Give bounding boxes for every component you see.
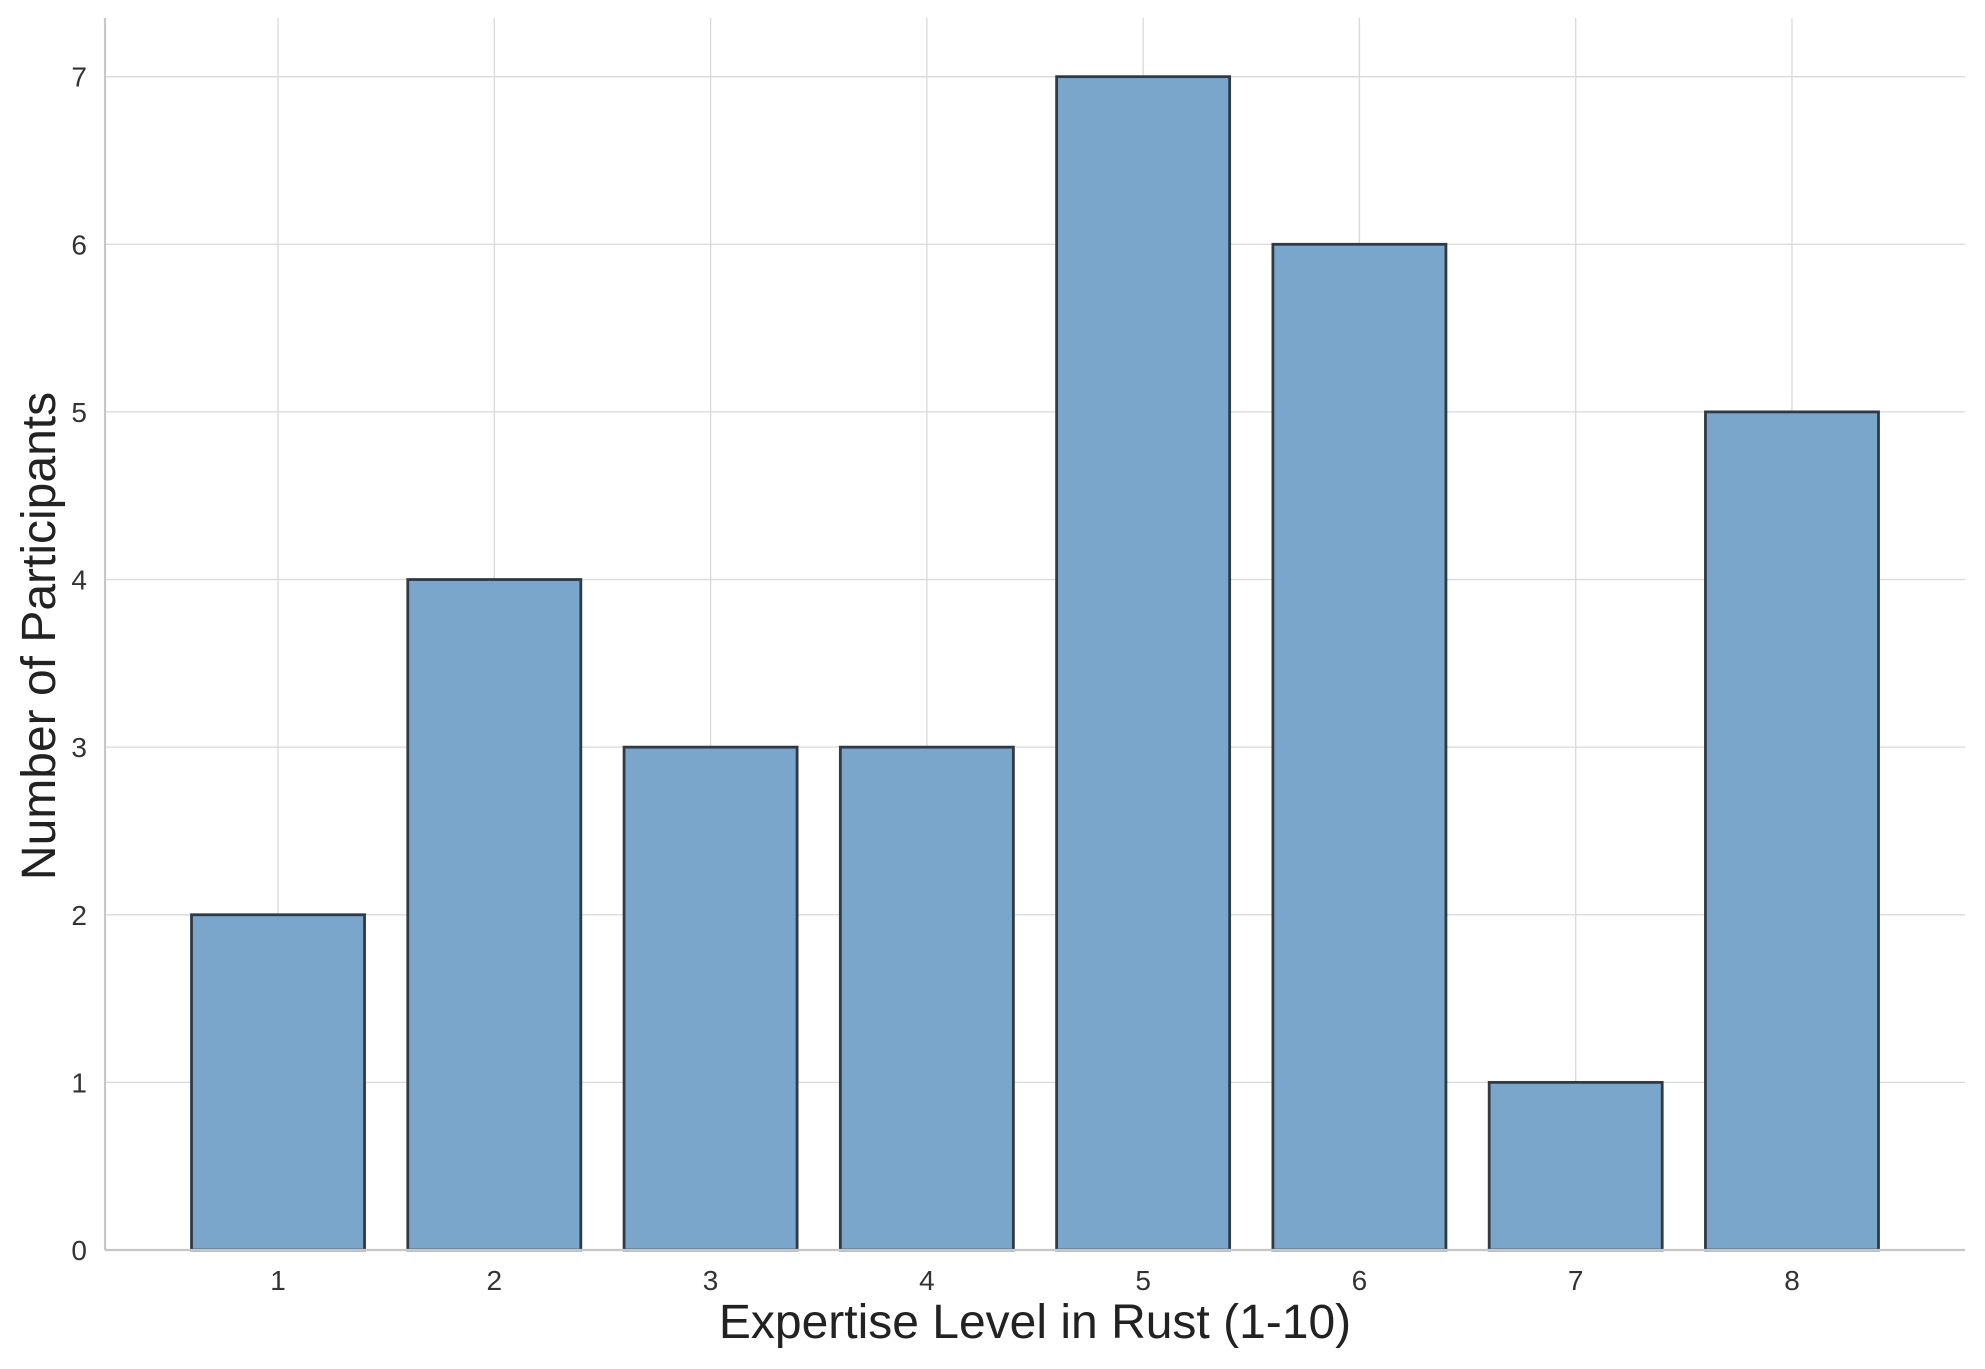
- y-tick-label: 1: [71, 1067, 87, 1098]
- x-tick-label: 6: [1352, 1265, 1368, 1296]
- x-axis-title: Expertise Level in Rust (1-10): [719, 1296, 1351, 1349]
- x-tick-label: 5: [1135, 1265, 1151, 1296]
- bar-layer: [190, 75, 1880, 1252]
- y-tick-label: 3: [71, 732, 87, 763]
- label-layer: 0 1 2 3 4 5 6 7 1 2 3 4 5 6 7 8: [71, 62, 1799, 1296]
- x-tick-label: 3: [703, 1265, 719, 1296]
- bar: [838, 745, 1015, 1252]
- y-tick-label: 0: [71, 1235, 87, 1266]
- y-axis-title: Number of Participants: [13, 392, 66, 880]
- x-tick-label: 4: [919, 1265, 935, 1296]
- axis-layer: [103, 18, 1965, 1252]
- bar: [1055, 75, 1232, 1252]
- bar: [1704, 410, 1880, 1252]
- y-tick-label: 2: [71, 900, 87, 931]
- bar: [1271, 242, 1448, 1252]
- x-tick-label: 7: [1568, 1265, 1584, 1296]
- bar: [406, 578, 583, 1252]
- x-tick-label: 1: [270, 1265, 286, 1296]
- bar: [190, 913, 366, 1252]
- x-tick-label: 8: [1784, 1265, 1800, 1296]
- y-tick-label: 5: [71, 397, 87, 428]
- bar: [1487, 1080, 1664, 1252]
- y-tick-label: 4: [71, 565, 87, 596]
- bar: [622, 745, 799, 1252]
- y-tick-label: 7: [71, 62, 87, 93]
- grid-layer: [105, 18, 1965, 1251]
- x-tick-label: 2: [487, 1265, 503, 1296]
- y-tick-label: 6: [71, 229, 87, 260]
